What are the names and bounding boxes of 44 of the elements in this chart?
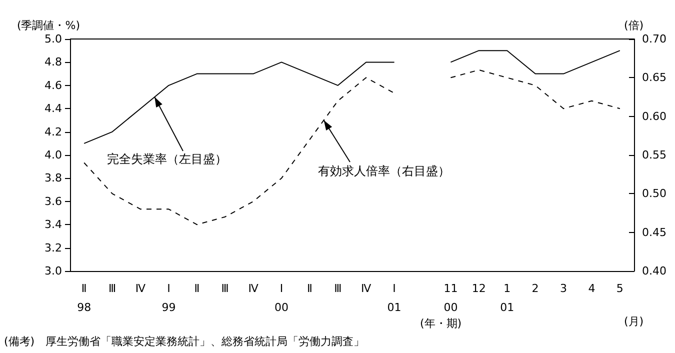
y-tick-label: 5.0 [44, 32, 62, 46]
y-axis-title: (季調値・%) [16, 19, 80, 32]
y-tick-label: 3.4 [44, 218, 62, 232]
y2-tick-label: 0.55 [642, 148, 666, 162]
y2-tick-label: 0.70 [642, 32, 666, 46]
x-tick-label: 4 [588, 282, 596, 295]
x-tick-label: 5 [616, 282, 624, 295]
y-tick-label: 4.2 [44, 125, 62, 138]
x-tick-label: 1 01 [500, 282, 514, 314]
y-tick-label: 3.0 [44, 264, 62, 278]
x-tick-label: Ⅳ [248, 282, 260, 295]
x-tick-label: Ⅱ [306, 282, 312, 295]
y2-tick-label: 0.40 [642, 264, 666, 278]
x-tick-label: 12 [472, 282, 486, 295]
y2-tick-label: 0.60 [642, 110, 666, 123]
x-tick-label: Ⅱ [194, 282, 200, 295]
x-tick-label: Ⅲ [221, 282, 229, 295]
x-tick-label: Ⅳ [135, 282, 146, 295]
y2-tick-label: 0.50 [642, 187, 666, 200]
x-tick-label: 11 00 [444, 282, 458, 314]
text: (備考) 厚生労働省「職業安定業務統計」、総務省統計局「労働力調査」 [4, 335, 365, 348]
y2-tick-label: 0.65 [642, 71, 666, 84]
series-label: 完全失業率（左目盛） [107, 152, 227, 166]
series-label: 有効求人倍率（右目盛） [318, 164, 450, 178]
y-tick-label: 3.8 [44, 172, 62, 185]
y-tick-label: 4.8 [44, 56, 62, 69]
x-tick-label: Ⅰ 01 [387, 282, 402, 314]
x-axis-title: (年・期) [420, 317, 462, 330]
x-tick-label: Ⅲ [334, 282, 342, 295]
y-tick-label: 4.0 [44, 148, 62, 162]
x-tick-label: Ⅰ 00 [274, 282, 288, 314]
y-tick-label: 3.6 [44, 194, 62, 208]
x-tick-label: 2 [532, 282, 539, 295]
x-tick-label: Ⅲ [108, 282, 116, 295]
x-tick-label: 3 [560, 282, 567, 295]
x-tick-label: Ⅳ [361, 282, 372, 295]
x-tick-label: Ⅱ 98 [77, 282, 92, 314]
y-tick-label: 3.2 [44, 241, 62, 254]
y2-axis-title: (倍) [624, 19, 644, 32]
x-tick-label: Ⅰ 99 [162, 282, 176, 314]
y2-tick-label: 0.45 [642, 226, 666, 239]
y-tick-label: 4.6 [44, 78, 62, 92]
text: (月) [624, 315, 644, 328]
y-tick-label: 4.4 [44, 102, 62, 116]
